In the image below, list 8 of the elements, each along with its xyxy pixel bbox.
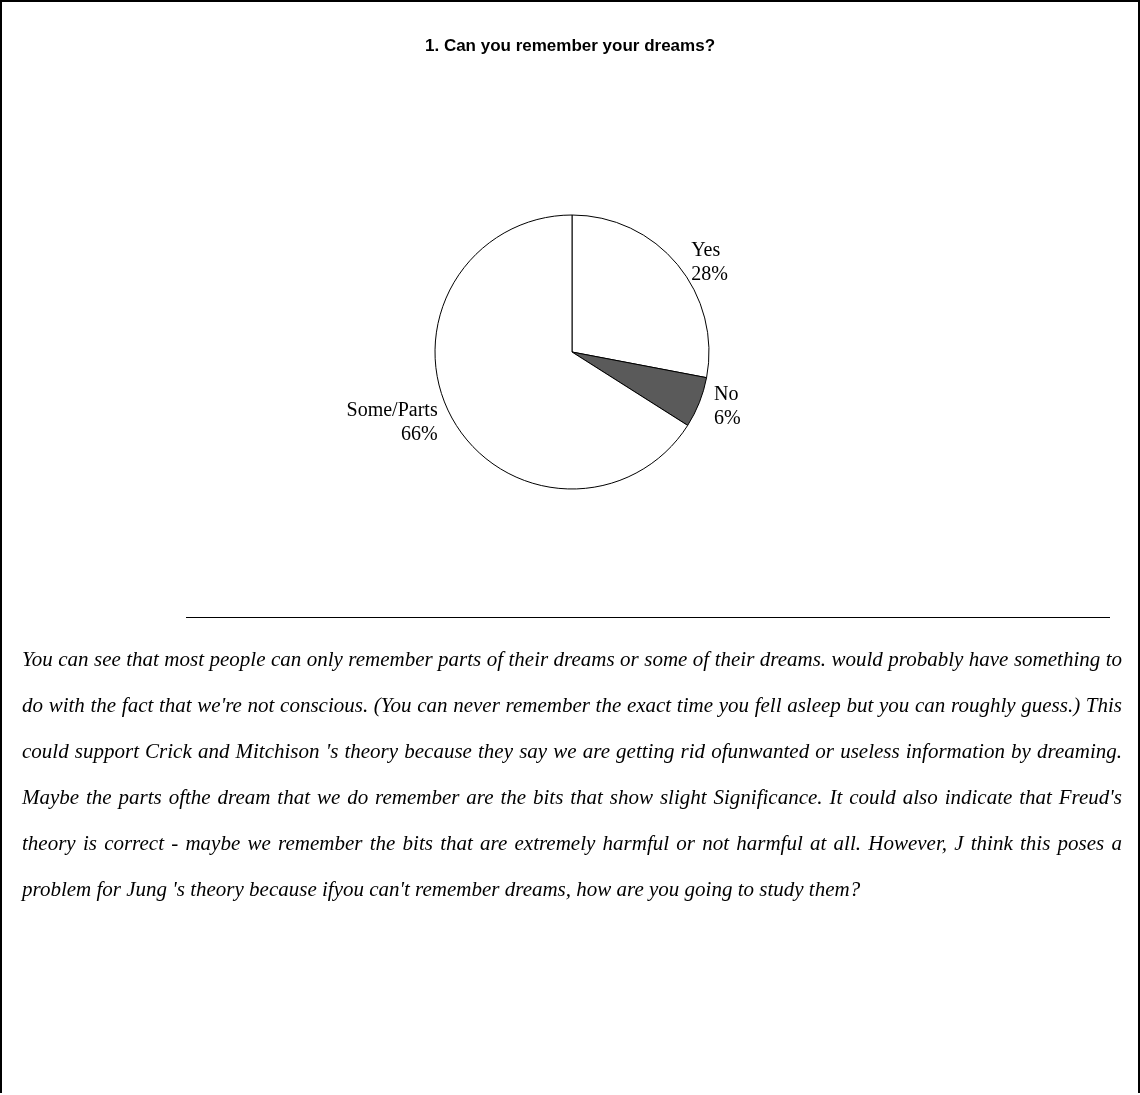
slice-label: No <box>713 381 739 404</box>
slice-label: Some/Parts <box>346 397 438 420</box>
slice-label: Yes <box>691 237 721 260</box>
data-label: 66% <box>401 421 438 444</box>
text: You can see that most people can only remember parts of their dreams or some of their dreams. would probably have something to do with the fact that we're not conscious. (You can never remember the exact time you fell asleep but you can roughly guess.) This could support Crick and Mitchison 's theory because they say we are getting rid ofunwanted or useless information by dreaming. Maybe the parts ofthe dream that we do remember are the bits that show slight Significance. It could also indicate that Freud's theory is correct - maybe we remember the bits that are extremely harmful or not harmful at all. However, J think this poses a problem for Jung 's theory because ifyou can't remember dreams, how are you going to study them? <box>22 646 1122 903</box>
data-label: 6% <box>713 405 741 428</box>
data-label: 28% <box>691 261 728 284</box>
chart-title: 1. Can you remember your dreams? <box>424 36 716 55</box>
